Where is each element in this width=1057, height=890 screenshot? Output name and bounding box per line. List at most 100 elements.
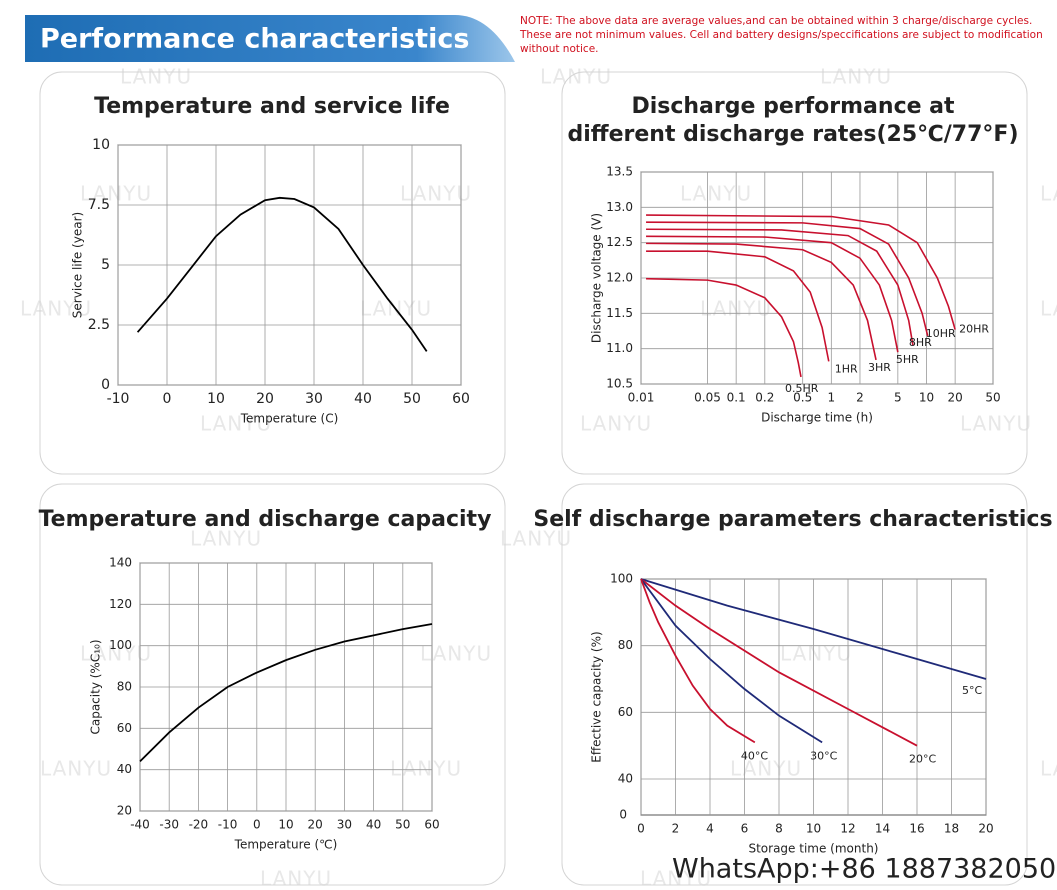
series-label: 5°C	[962, 684, 982, 697]
line-series	[646, 235, 899, 353]
watermark: LANYU	[580, 412, 652, 436]
y-tick-label: 60	[117, 721, 132, 735]
series-label: 8HR	[909, 336, 932, 349]
series-label: 10HR	[926, 327, 956, 340]
x-tick-label: -30	[159, 818, 179, 832]
x-tick-label: 10	[806, 822, 821, 836]
note-line: These are not minimum values. Cell and b…	[519, 29, 1043, 41]
x-tick-label: 16	[909, 822, 924, 836]
x-tick-label: -10	[107, 391, 130, 407]
x-tick-label: 30	[337, 818, 352, 832]
panel	[561, 71, 1028, 475]
x-tick-label: 40	[354, 391, 372, 407]
watermarks: LANYU LANYU LANYU LANYU LANYU LANYU LANYU LANYU…	[20, 65, 1057, 890]
contact: WhatsApp:+86 18873820505	[672, 854, 1057, 885]
y-tick-label: 13.0	[606, 200, 633, 214]
series-label: 5HR	[896, 353, 919, 366]
x-tick-label: 20	[308, 818, 323, 832]
line-series	[136, 196, 428, 352]
line-series	[640, 578, 987, 680]
y-tick-label: 100	[109, 638, 132, 652]
y-tick-label: 20	[117, 804, 132, 818]
x-tick-label: 14	[875, 822, 890, 836]
line-series	[640, 578, 756, 744]
y-tick-label: 10.5	[606, 377, 633, 391]
watermark: LANYU	[540, 65, 612, 89]
x-tick-label: 0.01	[628, 391, 655, 405]
x-tick-label: 6	[741, 822, 749, 836]
x-tick-label: 20	[978, 822, 993, 836]
x-tick-label: 10	[207, 391, 225, 407]
x-tick-label: 10	[278, 818, 293, 832]
y-tick-label: 100	[610, 572, 633, 586]
watermark: LANYU	[730, 757, 802, 781]
x-tick-label: -10	[218, 818, 238, 832]
line-series	[646, 242, 877, 361]
x-axis-label: Storage time (month)	[748, 842, 878, 856]
watermark: LANYU	[200, 412, 272, 436]
y-axis-label: Service life (year)	[71, 212, 85, 318]
series-label: 0.5HR	[785, 382, 819, 395]
x-tick-label: 20	[256, 391, 274, 407]
x-tick-label: 60	[424, 818, 439, 832]
panel	[39, 483, 506, 886]
y-tick-label: 140	[109, 556, 132, 570]
x-tick-label: 10	[919, 391, 934, 405]
x-tick-label: 50	[395, 818, 410, 832]
watermark: LANYU	[80, 642, 152, 666]
note-line: NOTE: The above data are average values,…	[520, 15, 1032, 27]
x-tick-label: 4	[706, 822, 714, 836]
y-tick-label: 12.0	[606, 271, 633, 285]
watermark: LANYU	[700, 297, 772, 321]
x-tick-label: 60	[452, 391, 470, 407]
watermark: LANYU	[680, 182, 752, 206]
header-title: Performance characteristics	[40, 24, 469, 55]
watermark: LANYU	[190, 527, 262, 551]
watermark: LANYU	[260, 867, 332, 890]
header-banner	[25, 15, 515, 62]
x-axis-label: Temperature (C)	[240, 412, 339, 426]
y-tick-label: 40	[618, 772, 633, 786]
watermark: LANYU	[500, 527, 572, 551]
chart-title: different discharge rates(25℃/77°F)	[567, 122, 1018, 147]
line-series	[646, 228, 914, 346]
watermark: LANYU	[1040, 182, 1057, 206]
x-tick-label: 18	[944, 822, 959, 836]
watermark: LANYU	[40, 757, 112, 781]
line-series	[646, 277, 802, 378]
watermark: LANYU	[780, 642, 852, 666]
y-tick-label: 12.5	[606, 235, 633, 249]
chart-title: Self discharge parameters characteristic…	[533, 507, 1052, 532]
watermark: LANYU	[960, 412, 1032, 436]
line-series	[139, 623, 433, 763]
y-tick-label: 2.5	[88, 317, 110, 333]
chart-title: Temperature and discharge capacity	[39, 507, 492, 532]
line-series	[646, 221, 929, 337]
line-series	[640, 578, 823, 744]
series-label: 1HR	[835, 362, 858, 375]
y-tick-label: 7.5	[88, 197, 110, 213]
x-axis-label: Temperature (℃)	[234, 838, 338, 852]
line-series	[646, 214, 956, 330]
x-tick-label: 40	[366, 818, 381, 832]
x-tick-label: 8	[775, 822, 783, 836]
series-label: 20HR	[959, 323, 989, 336]
x-tick-label: 5	[894, 391, 902, 405]
x-tick-label: 30	[305, 391, 323, 407]
y-tick-label: 120	[109, 597, 132, 611]
x-tick-label: 0	[163, 391, 172, 407]
x-axis-label: Discharge time (h)	[761, 411, 873, 425]
panel	[39, 71, 506, 475]
watermark: LANYU	[820, 65, 892, 89]
x-tick-label: -20	[189, 818, 209, 832]
x-tick-label: -40	[130, 818, 150, 832]
x-tick-label: 1	[828, 391, 836, 405]
x-tick-label: 2	[672, 822, 680, 836]
watermark: LANYU	[120, 65, 192, 89]
y-tick-label: 5	[101, 257, 110, 273]
x-tick-label: 50	[985, 391, 1000, 405]
series-label: 30°C	[810, 749, 837, 762]
y-tick-label: 0	[101, 377, 110, 393]
watermark: LANYU	[20, 297, 92, 321]
